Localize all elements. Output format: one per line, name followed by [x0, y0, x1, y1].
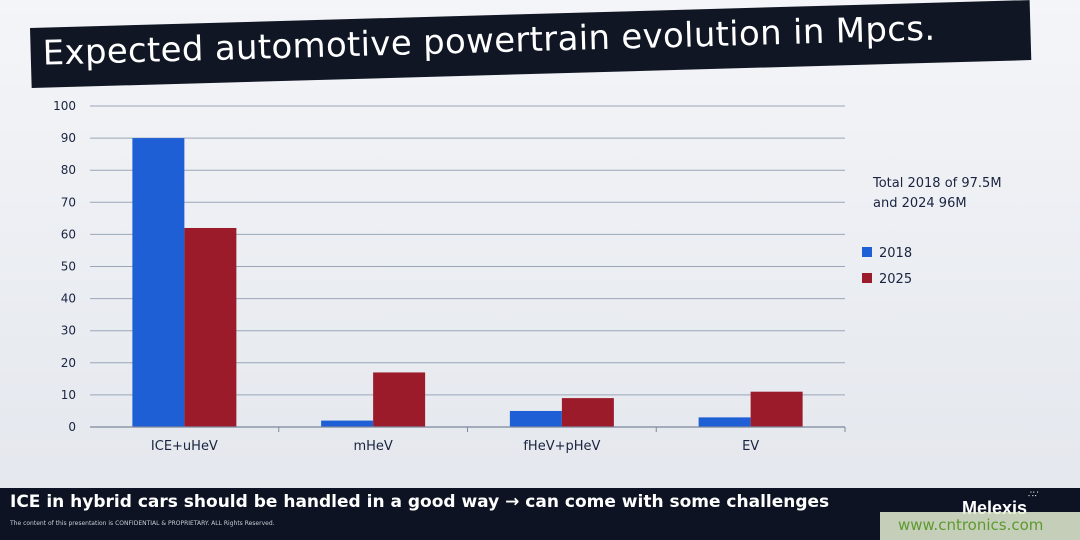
x-tick-label: EV	[742, 439, 759, 454]
legend-swatch-2025	[862, 273, 872, 283]
y-tick-label: 80	[61, 163, 76, 177]
bar-2018-EV	[698, 417, 751, 427]
y-tick-label: 0	[68, 420, 76, 434]
legend-label-2018: 2018	[879, 246, 912, 261]
logo-dots-icon: ∴∵	[1028, 490, 1039, 500]
legend-label-2025: 2025	[879, 272, 912, 287]
y-tick-label: 10	[61, 388, 76, 402]
bars	[132, 138, 803, 427]
bar-chart: 0 10 20 30 40 50 60 70 80 90 100 ICE+uHeV mHeV fHeV+p…	[53, 99, 1002, 454]
watermark-text: www.cntronics.com	[898, 516, 1044, 534]
bar-2025-fHeV+pHeV	[561, 398, 614, 427]
y-tick-label: 30	[61, 324, 76, 338]
annotation-line-1: Total 2018 of 97.5M	[872, 176, 1002, 191]
footer-message: ICE in hybrid cars should be handled in …	[10, 492, 830, 512]
legend: 2018 2025	[862, 246, 912, 287]
y-tick-label: 50	[61, 260, 76, 274]
bar-2018-ICE+uHeV	[132, 138, 185, 427]
x-tick-label: fHeV+pHeV	[523, 439, 600, 454]
y-tick-label: 70	[61, 195, 76, 209]
annotation-line-2: and 2024 96M	[873, 196, 967, 211]
x-tick-label: ICE+uHeV	[151, 439, 218, 454]
bar-2018-mHeV	[321, 420, 374, 427]
legend-swatch-2018	[862, 247, 872, 257]
y-tick-label: 40	[61, 292, 76, 306]
confidential-note: The content of this presentation is CONF…	[10, 520, 275, 527]
y-tick-label: 60	[61, 227, 76, 241]
y-tick-label: 100	[53, 99, 76, 113]
bar-2018-fHeV+pHeV	[509, 410, 562, 427]
bar-2025-ICE+uHeV	[184, 227, 237, 427]
bar-2025-EV	[750, 391, 803, 427]
y-tick-label: 20	[61, 356, 76, 370]
watermark: www.cntronics.com	[880, 512, 1080, 540]
bar-2025-mHeV	[373, 372, 426, 427]
x-tick-label: mHeV	[353, 439, 392, 454]
axes: 0 10 20 30 40 50 60 70 80 90 100 ICE+uHeV mHeV fHeV+p…	[53, 99, 846, 454]
y-tick-label: 90	[61, 131, 76, 145]
